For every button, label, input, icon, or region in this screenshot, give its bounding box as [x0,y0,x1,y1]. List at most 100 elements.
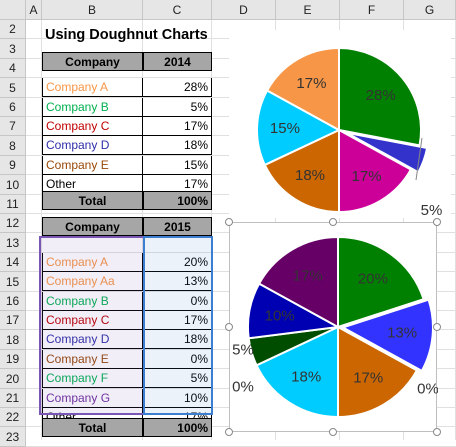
row-header-18[interactable]: 18 [0,330,26,350]
resize-handle-right[interactable] [433,323,441,331]
pie-leader-line-0-1 [415,137,423,181]
table2015-company-name[interactable]: Company B [42,292,143,311]
pie-label-1-6: 5% [232,342,254,359]
table2014-header-year: 2014 [143,52,212,71]
pie-chart-2014: 28% 5% 17% 18% 15% 17% [256,46,443,218]
pie-slice-0-1[interactable] [346,131,429,174]
table2015-company-name[interactable]: Company C [42,311,143,330]
table2014-value[interactable]: 28% [143,78,212,97]
row-header-17[interactable]: 17 [0,311,26,330]
pie-slice-1-8[interactable] [257,235,339,329]
table2014-company-name[interactable]: Company B [42,98,143,117]
table2014-company-name[interactable]: Company A [42,78,143,97]
row-header-13[interactable]: 13 [0,233,26,253]
resize-handle-top-left[interactable] [225,218,233,226]
row-header-2[interactable]: 2 [0,20,26,39]
pie-label-1-3: 17% [353,370,383,387]
row-header-16[interactable]: 16 [0,292,26,311]
pie-label-1-8: 17% [293,267,323,284]
table2014-total-value: 100% [143,191,212,210]
pie-chart-2015: 20% 13% 0% 17% 18% 0% 5% 10% 17% [232,235,438,419]
pie-slice-1-4[interactable] [255,325,339,419]
pie-slice-0-2[interactable] [338,128,413,214]
column-header-a[interactable]: A [26,0,42,20]
chart-2014[interactable]: 28% 5% 17% 18% 15% 17% [229,30,451,218]
table2015-total-label: Total [42,418,143,437]
pie-label-0-1: 5% [421,202,443,218]
table2014-header-company: Company [42,52,143,71]
pie-slice-0-5[interactable] [265,46,340,132]
pie-label-1-5: 0% [232,379,254,396]
row-header-20[interactable]: 20 [0,369,26,389]
column-header-c[interactable]: C [143,0,212,20]
table2014-value[interactable]: 15% [143,156,212,175]
table2015-total-value: 100% [143,418,212,437]
row-header-12[interactable]: 12 [0,214,26,233]
row-header-10[interactable]: 10 [0,175,26,195]
row-header-7[interactable]: 7 [0,117,26,136]
pie-label-0-2: 17% [352,168,382,185]
table2015-company-name[interactable]: Company E [42,350,143,369]
row-header-5[interactable]: 5 [0,78,26,98]
chart-2015[interactable]: 20% 13% 0% 17% 18% 0% 5% 10% 17% [229,222,438,432]
resize-handle-top[interactable] [329,218,337,226]
pie-slice-1-0[interactable] [337,235,425,329]
pie-label-1-1: 13% [387,325,417,342]
table2014-company-name[interactable]: Company C [42,117,143,136]
sheet-title: Using Doughnut Charts [45,27,208,43]
pie-label-1-4: 18% [291,369,321,386]
resize-handle-bottom[interactable] [329,428,337,436]
pie-label-0-4: 15% [270,120,300,137]
pie-slice-1-3[interactable] [337,325,419,419]
pie-slice-1-1[interactable] [340,298,434,373]
table2015-company-name[interactable]: Company A [42,253,143,272]
table2014-company-name[interactable]: Company D [42,136,143,155]
resize-handle-bottom-right[interactable] [433,428,441,436]
table2015-header-company: Company [42,217,143,236]
row-header-3[interactable]: 3 [0,39,26,59]
pie-label-1-2: 0% [417,381,438,398]
table2014-value[interactable]: 5% [143,98,212,117]
pie-label-0-3: 18% [295,167,325,184]
pie-label-0-0: 28% [366,87,396,104]
table2014-value[interactable]: 17% [143,117,212,136]
column-header-g[interactable]: G [404,0,456,20]
select-all-corner[interactable] [0,0,26,20]
column-header-e[interactable]: E [276,0,340,20]
series-name-range-highlight [39,236,145,415]
row-header-8[interactable]: 8 [0,136,26,156]
pie-slice-0-0[interactable] [338,46,422,147]
table2015-company-name[interactable]: Company Aa [42,272,143,291]
column-header-d[interactable]: D [212,0,276,20]
pie-label-1-0: 20% [358,270,388,287]
row-header-11[interactable]: 11 [0,195,26,214]
table2015-company-name[interactable]: Company D [42,330,143,349]
row-header-4[interactable]: 4 [0,59,26,78]
pie-slice-0-3[interactable] [263,128,340,214]
row-header-15[interactable]: 15 [0,272,26,292]
pie-slice-0-4[interactable] [256,89,342,167]
table2015-header-year: 2015 [143,217,212,236]
table2014-value[interactable]: 18% [143,136,212,155]
row-header-23[interactable]: 23 [0,427,26,447]
pie-label-0-5: 17% [296,75,326,92]
row-header-14[interactable]: 14 [0,253,26,272]
column-header-b[interactable]: B [42,0,143,20]
row-header-19[interactable]: 19 [0,350,26,369]
table2015-company-name[interactable]: Company G [42,389,143,408]
resize-handle-left[interactable] [225,323,233,331]
row-header-6[interactable]: 6 [0,98,26,117]
table2014-total-label: Total [42,191,143,210]
row-header-22[interactable]: 22 [0,408,26,427]
table2014-company-name[interactable]: Company E [42,156,143,175]
table2015-company-name[interactable]: Company F [42,369,143,388]
resize-handle-bottom-left[interactable] [225,428,233,436]
row-header-21[interactable]: 21 [0,389,26,408]
row-header-9[interactable]: 9 [0,156,26,175]
resize-handle-top-right[interactable] [433,218,441,226]
gridline-vertical [41,20,42,440]
series-value-range-highlight [143,236,213,415]
column-header-f[interactable]: F [340,0,404,20]
pie-label-1-7: 10% [265,307,295,324]
